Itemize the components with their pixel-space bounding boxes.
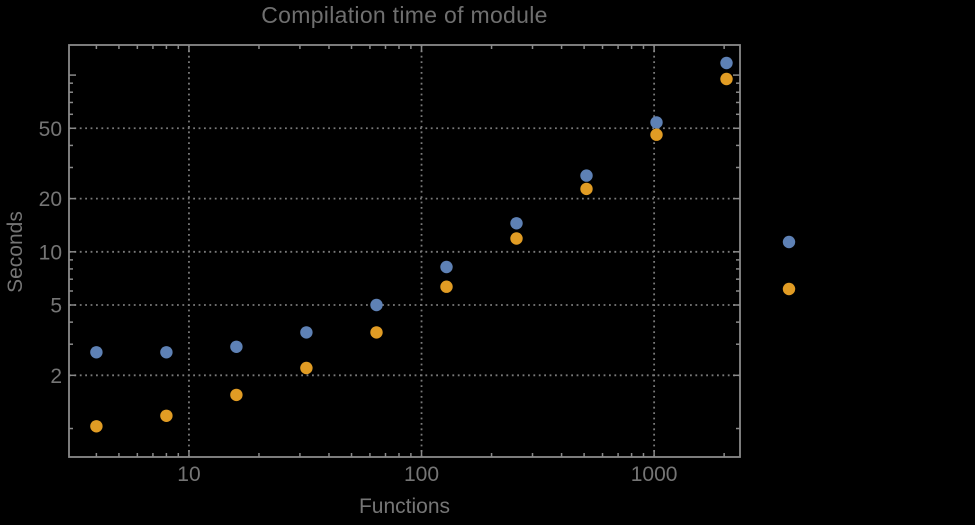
data-point-series-1 [90,346,103,359]
x-tick-label: 100 [404,463,439,486]
y-tick-label: 20 [39,188,62,211]
data-point-series-1 [160,346,173,359]
legend-marker-series-1 [782,235,796,249]
y-tick-label: 50 [39,118,62,141]
data-point-series-2 [720,72,733,86]
chart-title: Compilation time of module [261,2,548,28]
data-point-series-1 [720,56,733,70]
data-point-series-1 [650,116,663,129]
plot-frame [68,44,741,458]
x-tick-label: 10 [177,463,200,486]
data-point-series-1 [580,169,593,182]
data-point-series-2 [650,128,663,141]
x-axis-label: Functions [358,495,451,518]
data-point-series-2 [300,361,313,375]
data-point-series-1 [510,217,523,230]
data-point-series-2 [230,388,243,402]
data-point-series-1 [300,326,313,339]
data-point-series-2 [370,326,383,339]
data-point-series-2 [160,409,173,422]
x-tick-label: 1000 [631,463,678,486]
data-point-series-1 [230,340,243,353]
data-point-series-1 [370,298,383,312]
data-point-series-2 [440,280,453,293]
legend-marker-series-2 [782,282,796,296]
data-point-series-2 [90,420,103,433]
data-point-series-1 [440,260,453,274]
y-tick-label: 10 [39,241,62,264]
y-tick-label: 2 [50,365,62,388]
y-tick-label: 5 [50,295,62,318]
data-point-series-2 [580,182,593,196]
y-axis-label: Seconds [4,211,27,293]
data-point-series-2 [510,232,523,245]
